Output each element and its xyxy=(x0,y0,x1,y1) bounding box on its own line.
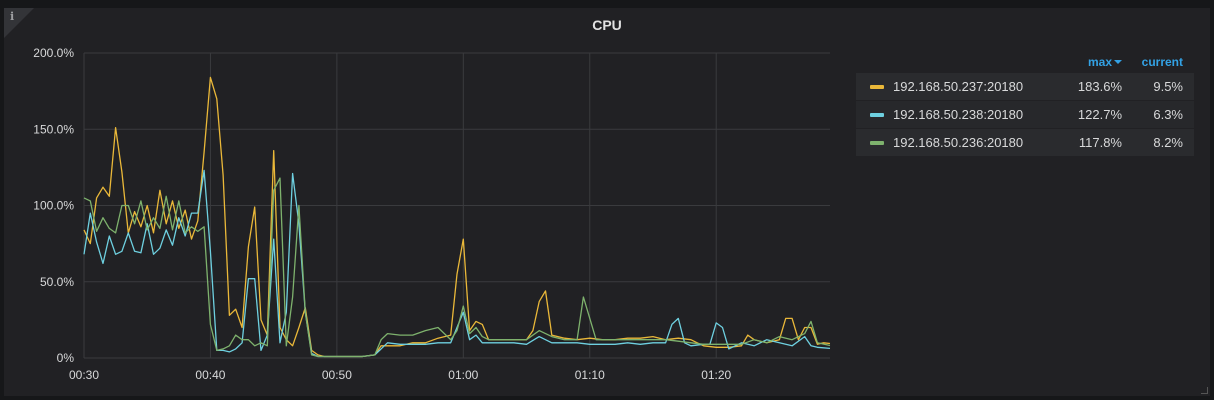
series-current-value: 8.2% xyxy=(1153,135,1183,150)
x-tick-label: 01:20 xyxy=(701,368,731,382)
panel-title[interactable]: CPU xyxy=(592,17,622,33)
info-corner[interactable] xyxy=(4,8,34,38)
cpu-line-chart[interactable]: 0% 50.0% 100.0% 150.0% 200.0% 00:30 00:40 00:50… xyxy=(4,8,844,396)
x-tick-label: 00:40 xyxy=(195,368,225,382)
panel-resize-handle[interactable] xyxy=(1201,387,1208,394)
legend-col-max-label: max xyxy=(1087,55,1112,69)
legend-row[interactable]: 192.168.50.237:20180 183.6% 9.5% xyxy=(856,73,1194,100)
y-tick-label: 200.0% xyxy=(33,46,74,60)
y-tick-label: 50.0% xyxy=(40,275,74,289)
info-icon[interactable]: i xyxy=(10,10,15,23)
legend-col-current[interactable]: current xyxy=(1141,55,1183,69)
series-name[interactable]: 192.168.50.236:20180 xyxy=(893,135,1024,150)
legend-header: max current xyxy=(856,55,1194,73)
series-line[interactable] xyxy=(83,177,831,358)
series-current-value: 6.3% xyxy=(1153,107,1183,122)
legend-col-max[interactable]: max xyxy=(1088,55,1122,69)
legend-row[interactable]: 192.168.50.236:20180 117.8% 8.2% xyxy=(856,129,1194,156)
series-line[interactable] xyxy=(83,169,831,358)
series-line[interactable] xyxy=(83,76,831,358)
x-tick-label: 00:30 xyxy=(69,368,99,382)
x-tick-label: 01:00 xyxy=(448,368,478,382)
y-tick-label: 0% xyxy=(57,351,75,365)
series-max-value: 183.6% xyxy=(1077,79,1122,94)
series-color-swatch[interactable] xyxy=(870,85,884,89)
series-color-swatch[interactable] xyxy=(870,141,884,145)
series-max-value: 117.8% xyxy=(1078,135,1122,150)
series-current-value: 9.5% xyxy=(1153,79,1183,94)
x-tick-label: 00:50 xyxy=(322,368,352,382)
series-name[interactable]: 192.168.50.237:20180 xyxy=(893,79,1024,94)
sort-caret-icon xyxy=(1114,60,1122,64)
series-name[interactable]: 192.168.50.238:20180 xyxy=(893,107,1024,122)
cpu-panel: i CPU 0% 50.0% 100.0% 150.0% 200.0% 00:30 00:4… xyxy=(4,8,1210,396)
y-tick-label: 150.0% xyxy=(33,122,74,136)
legend-rows: 192.168.50.237:20180 183.6% 9.5% 192.168… xyxy=(856,73,1194,156)
legend-row[interactable]: 192.168.50.238:20180 122.7% 6.3% xyxy=(856,101,1194,128)
series-max-value: 122.7% xyxy=(1077,107,1122,122)
legend: max current 192.168.50.237:20180 183.6% … xyxy=(856,55,1194,157)
y-tick-label: 100.0% xyxy=(33,199,74,213)
x-tick-label: 01:10 xyxy=(575,368,605,382)
series-color-swatch[interactable] xyxy=(870,113,884,117)
